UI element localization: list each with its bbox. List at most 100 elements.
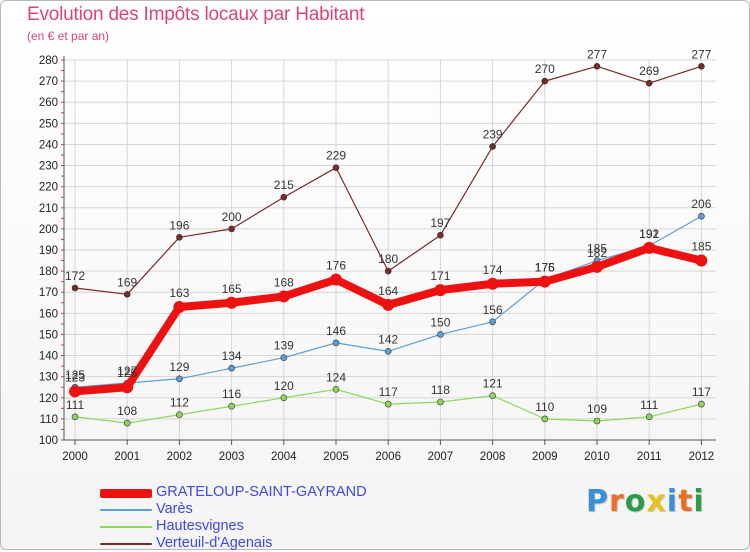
data-label-hautesvignes: 111 [640,398,659,412]
data-label-var-s: 192 [639,227,659,241]
data-point-grateloup-saint-gayrand [486,277,499,290]
data-point-grateloup-saint-gayrand [643,241,656,254]
data-label-hautesvignes: 118 [431,383,450,397]
data-point-var-s [489,318,496,326]
data-label-grateloup-saint-gayrand: 174 [483,263,503,277]
data-point-hautesvignes [698,400,705,408]
x-tick-label: 2003 [219,451,245,463]
logo-letter: i [693,484,705,519]
data-label-hautesvignes: 120 [274,379,294,393]
logo-letter: P [586,484,609,519]
data-label-hautesvignes: 116 [222,387,241,401]
x-tick-label: 2009 [532,451,558,463]
y-tick-label: 270 [39,76,58,88]
x-tick-label: 2002 [167,451,193,463]
data-point-grateloup-saint-gayrand [225,296,238,309]
data-point-hautesvignes [176,411,183,418]
data-point-var-s [280,354,288,361]
data-point-grateloup-saint-gayrand [591,260,603,273]
logo-letter: i [666,484,679,519]
data-label-verteuil-d-agenais: 215 [274,178,294,192]
chart-subtitle: (en € et par an) [27,29,110,43]
x-tick-label: 2005 [323,451,349,463]
data-label-hautesvignes: 110 [535,400,554,414]
data-label-var-s: 146 [326,324,346,338]
data-point-grateloup-saint-gayrand [69,385,81,398]
y-tick-label: 220 [39,182,58,194]
data-point-verteuil-d-agenais [384,267,392,275]
series [69,63,708,427]
data-point-hautesvignes [541,415,549,423]
data-label-verteuil-d-agenais: 277 [691,47,711,61]
data-label-hautesvignes: 117 [692,385,711,399]
data-point-var-s [176,375,183,383]
data-point-verteuil-d-agenais [489,143,496,150]
data-label-grateloup-saint-gayrand: 164 [378,284,398,298]
data-label-var-s: 125 [65,368,85,382]
data-point-var-s [698,212,705,220]
data-point-grateloup-saint-gayrand [277,290,290,303]
data-label-var-s: 139 [274,339,294,353]
data-label-var-s: 206 [691,197,711,211]
legend-label: Hautesvignes [156,518,244,534]
data-label-var-s: 156 [483,303,503,317]
data-point-grateloup-saint-gayrand [382,298,395,311]
data-label-verteuil-d-agenais: 229 [326,149,346,163]
y-tick-label: 100 [39,435,58,447]
data-point-grateloup-saint-gayrand [538,275,551,288]
y-tick-label: 260 [39,97,58,109]
y-tick-label: 180 [39,266,58,278]
y-tick-label: 120 [39,393,58,405]
data-point-hautesvignes [593,417,601,425]
legend-swatch [100,526,152,528]
logo-letter: t [678,484,694,519]
data-label-verteuil-d-agenais: 180 [378,252,398,266]
data-label-grateloup-saint-gayrand: 123 [65,370,85,384]
y-tick-label: 140 [39,351,58,363]
data-labels: 172 169 196 200 215 229 180 197 239 270 277 269 277 1… [65,47,712,418]
data-point-verteuil-d-agenais [332,164,340,171]
data-point-var-s [437,331,444,338]
y-tick-label: 150 [39,329,58,341]
data-point-var-s [228,364,235,372]
data-point-verteuil-d-agenais [228,225,235,233]
data-point-hautesvignes [71,413,79,421]
data-label-hautesvignes: 111 [66,398,85,412]
y-tick-label: 280 [39,55,58,67]
data-label-hautesvignes: 109 [587,402,607,416]
data-point-hautesvignes [489,392,496,399]
logo-letter: o [624,484,647,519]
data-point-var-s [384,348,392,355]
y-tick-label: 130 [39,372,58,384]
data-label-verteuil-d-agenais: 196 [169,218,189,232]
proxiti-logo: Proxiti [586,484,705,519]
data-label-verteuil-d-agenais: 169 [117,275,137,289]
data-label-verteuil-d-agenais: 239 [483,128,503,142]
data-point-grateloup-saint-gayrand [434,284,447,297]
legend-swatch [100,543,152,545]
data-point-grateloup-saint-gayrand [695,254,708,267]
data-label-var-s: 142 [378,332,398,346]
chart-title: Evolution des Impôts locaux par Habitant [27,4,365,25]
axes: 100 110 120 130 140 150 160 170 180 190 200 210 220 2… [39,55,716,463]
data-point-verteuil-d-agenais [541,77,549,85]
data-point-grateloup-saint-gayrand [330,273,342,286]
legend-swatch [100,509,152,511]
data-label-var-s: 134 [222,349,242,363]
data-point-verteuil-d-agenais [437,231,444,239]
data-label-verteuil-d-agenais: 269 [639,64,659,78]
data-point-grateloup-saint-gayrand [173,301,186,313]
legend-label: Verteuil-d'Agenais [156,535,273,551]
y-tick-label: 200 [39,224,58,236]
data-label-hautesvignes: 124 [326,370,346,384]
logo-letter: r [609,484,625,519]
data-label-hautesvignes: 112 [170,396,189,410]
x-tick-label: 2000 [62,451,88,463]
data-label-var-s: 176 [535,261,555,275]
y-tick-label: 250 [39,118,58,130]
data-label-var-s: 129 [169,360,189,374]
y-tick-label: 170 [39,287,58,299]
data-point-verteuil-d-agenais [123,291,131,298]
data-point-verteuil-d-agenais [593,63,601,70]
data-point-verteuil-d-agenais [698,63,705,70]
